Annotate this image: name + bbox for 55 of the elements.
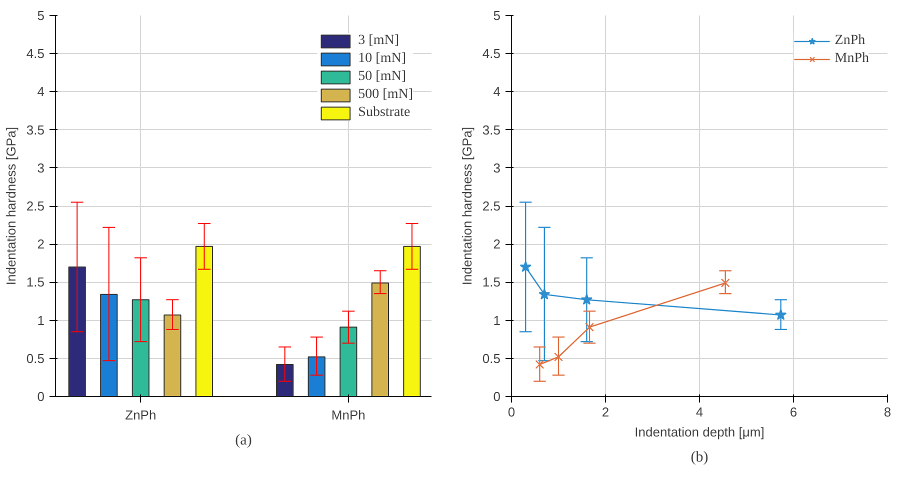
- point: [535, 360, 544, 369]
- text: (b): [690, 450, 708, 466]
- y-tick-label: 1.5: [482, 274, 501, 290]
- bar: [340, 326, 358, 396]
- point: [585, 322, 594, 332]
- x-tick-label: 0: [508, 404, 516, 420]
- bar: [164, 314, 182, 396]
- x-tick-label: MnPh: [331, 408, 366, 422]
- y-tick-label: 0.5: [26, 350, 45, 366]
- legend-label: 10 [mN]: [358, 51, 406, 67]
- y-tick-label: 2.5: [482, 198, 501, 214]
- x-tick-label: 4: [696, 404, 704, 420]
- y-tick-label: 3.5: [26, 122, 45, 138]
- bar: [403, 246, 421, 396]
- x-axis-title: Indentation depth [μm]: [634, 424, 764, 440]
- y-tick-label: 2: [37, 236, 45, 252]
- y-tick-label: 0.5: [482, 350, 501, 366]
- y-tick-label: 1: [493, 312, 501, 328]
- y-tick-label: 3: [37, 160, 45, 176]
- legend-label: 3 [mN]: [358, 33, 399, 49]
- bar: [308, 356, 326, 396]
- legend-label: 500 [mN]: [358, 87, 413, 103]
- bar: [100, 294, 118, 396]
- bar: [68, 266, 86, 396]
- y-tick-label: 3.5: [482, 122, 501, 138]
- y-tick-label: 1.5: [26, 274, 45, 290]
- legend-label: MnPh: [834, 51, 869, 67]
- y-axis-title: Indentation hardness [GPa]: [3, 126, 18, 286]
- y-axis-title: Indentation hardness [GPa]: [459, 126, 474, 286]
- y-tick-label: 0: [37, 389, 45, 404]
- y-tick-label: 0: [493, 389, 501, 404]
- y-tick-label: 5: [493, 8, 501, 23]
- point: [554, 352, 563, 362]
- x-tick-label: 8: [884, 404, 892, 420]
- y-tick-label: 4.5: [482, 46, 501, 62]
- x-tick-label: ZnPh: [125, 408, 156, 422]
- point: [720, 278, 730, 288]
- x-tick-label: 6: [790, 404, 798, 420]
- y-tick-label: 3: [493, 160, 501, 176]
- y-tick-label: 5: [37, 8, 45, 23]
- y-tick-label: 2.5: [26, 198, 45, 214]
- y-tick-label: 2: [493, 236, 501, 252]
- bar: [195, 246, 214, 396]
- y-tick-label: 1: [37, 312, 45, 328]
- bar: [276, 364, 294, 396]
- x-tick-label: 2: [602, 404, 610, 420]
- y-tick-label: 4.5: [26, 46, 45, 62]
- legend-label: Substrate: [358, 105, 410, 121]
- y-tick-label: 4: [493, 84, 501, 100]
- bar: [132, 299, 150, 396]
- y-tick-label: 4: [37, 84, 45, 100]
- legend-label: 50 [mN]: [358, 69, 406, 85]
- text: (a): [235, 432, 252, 448]
- bar: [371, 282, 389, 396]
- legend-label: ZnPh: [834, 33, 866, 49]
